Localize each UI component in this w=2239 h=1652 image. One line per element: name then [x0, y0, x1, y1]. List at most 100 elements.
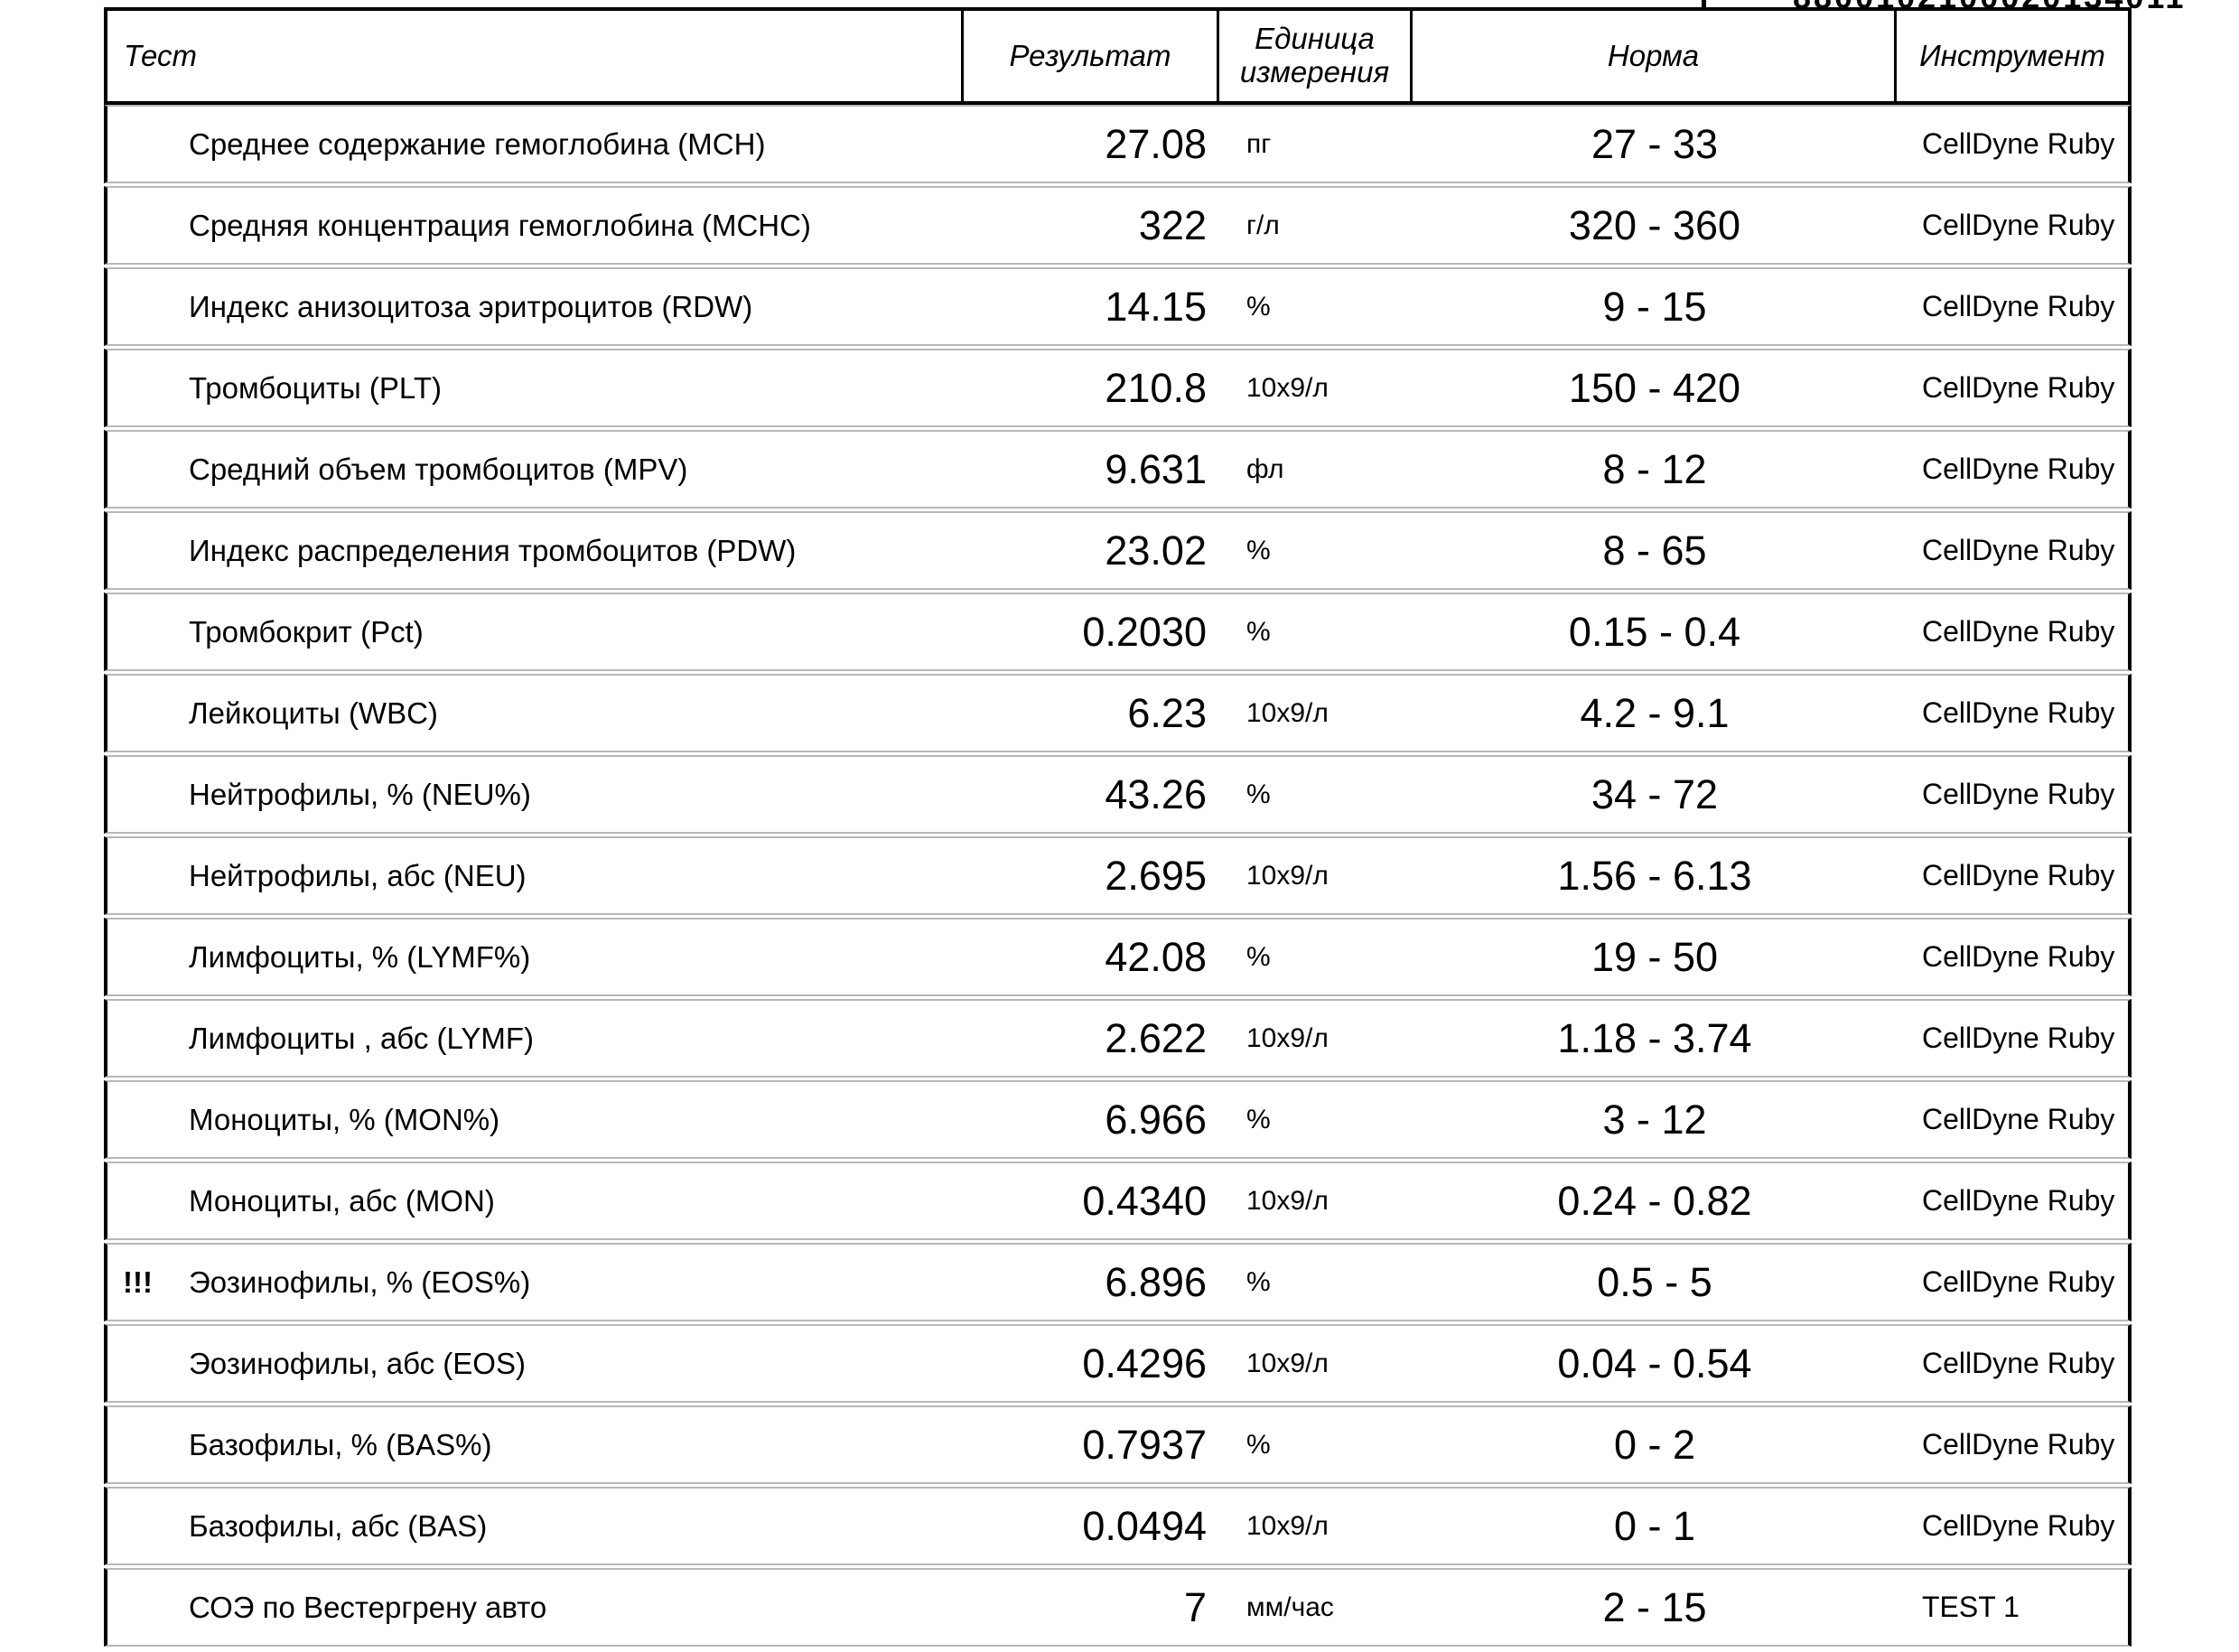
- norm-value: 4.2 - 9.1: [1580, 689, 1730, 736]
- instrument-value: CellDyne Ruby: [1922, 940, 2115, 973]
- unit-value: %: [1246, 1429, 1271, 1460]
- norm-value: 0 - 2: [1613, 1421, 1696, 1468]
- result-value: 0.4296: [1082, 1339, 1207, 1386]
- test-name: Лейкоциты (WBC): [189, 695, 438, 730]
- unit-value: фл: [1246, 453, 1284, 484]
- instrument-value: CellDyne Ruby: [1922, 615, 2115, 648]
- table-row: Нейтрофилы, абс (NEU) 2.695 10x9/л 1.56 …: [104, 836, 2132, 915]
- instrument-value: CellDyne Ruby: [1922, 1347, 2115, 1379]
- table-row: Базофилы, % (BAS%) 0.7937 % 0 - 2 CellDy…: [104, 1405, 2132, 1484]
- instrument-value: CellDyne Ruby: [1922, 290, 2115, 322]
- table-row: Лимфоциты , абс (LYMF) 2.622 10x9/л 1.18…: [104, 999, 2132, 1078]
- unit-value: %: [1246, 616, 1271, 647]
- unit-value: %: [1246, 941, 1271, 972]
- norm-value: 8 - 65: [1602, 527, 1707, 574]
- norm-value: 19 - 50: [1591, 933, 1719, 980]
- unit-value: %: [1246, 1266, 1271, 1297]
- norm-value: 9 - 15: [1602, 283, 1707, 330]
- test-name: Моноциты, % (MON%): [189, 1102, 500, 1136]
- test-cell: Базофилы, % (BAS%): [107, 1407, 964, 1482]
- instrument-value: CellDyne Ruby: [1922, 696, 2115, 729]
- column-header-test: Тест: [107, 11, 964, 101]
- table-row: Моноциты, абс (MON) 0.4340 10x9/л 0.24 -…: [104, 1162, 2132, 1240]
- unit-value: %: [1246, 1104, 1271, 1134]
- test-name: Эозинофилы, % (EOS%): [189, 1265, 531, 1299]
- result-value: 0.7937: [1082, 1421, 1207, 1468]
- test-cell: Тромбокрит (Pct): [107, 594, 964, 669]
- test-cell: !!! Эозинофилы, % (EOS%): [107, 1245, 964, 1320]
- instrument-value: CellDyne Ruby: [1922, 534, 2115, 566]
- table-row: Тромбоциты (PLT) 210.8 10x9/л 150 - 420 …: [104, 349, 2132, 427]
- test-name: Лимфоциты, % (LYMF%): [189, 939, 531, 974]
- instrument-value: CellDyne Ruby: [1922, 1022, 2115, 1054]
- result-value: 0.2030: [1082, 608, 1207, 655]
- unit-value: 10x9/л: [1246, 1185, 1329, 1216]
- norm-value: 150 - 420: [1568, 364, 1741, 411]
- instrument-value: CellDyne Ruby: [1922, 1509, 2115, 1542]
- abnormal-flag: !!!: [123, 1265, 153, 1299]
- test-cell: Индекс распределения тромбоцитов (PDW): [107, 513, 964, 588]
- test-cell: СОЭ по Вестергрену авто: [107, 1570, 964, 1645]
- column-header-norm: Норма: [1413, 11, 1897, 101]
- unit-value: 10x9/л: [1246, 1348, 1329, 1378]
- table-row: Индекс распределения тромбоцитов (PDW) 2…: [104, 511, 2132, 590]
- unit-value: 10x9/л: [1246, 1510, 1329, 1541]
- test-cell: Лимфоциты, % (LYMF%): [107, 919, 964, 994]
- result-value: 0.4340: [1082, 1177, 1207, 1224]
- table-row: Эозинофилы, абс (EOS) 0.4296 10x9/л 0.04…: [104, 1324, 2132, 1403]
- unit-value: мм/час: [1246, 1591, 1334, 1622]
- test-cell: Лимфоциты , абс (LYMF): [107, 1001, 964, 1076]
- unit-value: 10x9/л: [1246, 860, 1329, 891]
- test-cell: Тромбоциты (PLT): [107, 350, 964, 425]
- table-row: Среднее содержание гемоглобина (MCH) 27.…: [104, 105, 2132, 183]
- test-cell: Моноциты, абс (MON): [107, 1163, 964, 1238]
- norm-value: 0 - 1: [1613, 1502, 1696, 1549]
- result-value: 6.966: [1105, 1096, 1207, 1143]
- instrument-value: CellDyne Ruby: [1922, 209, 2115, 241]
- norm-value: 27 - 33: [1591, 120, 1719, 167]
- test-cell: Индекс анизоцитоза эритроцитов (RDW): [107, 269, 964, 344]
- test-name: СОЭ по Вестергрену авто: [189, 1590, 547, 1624]
- test-name: Базофилы, абс (BAS): [189, 1508, 488, 1543]
- test-cell: Средний объем тромбоцитов (MPV): [107, 432, 964, 507]
- unit-value: %: [1246, 779, 1271, 809]
- table-header-row: Тест Результат Единица измерения Норма И…: [104, 7, 2132, 105]
- norm-value: 1.18 - 3.74: [1557, 1014, 1752, 1061]
- column-header-unit: Единица измерения: [1239, 22, 1390, 89]
- test-name: Индекс распределения тромбоцитов (PDW): [189, 533, 797, 567]
- result-value: 27.08: [1105, 120, 1207, 167]
- instrument-value: CellDyne Ruby: [1922, 371, 2115, 404]
- norm-value: 8 - 12: [1602, 445, 1707, 492]
- unit-value: г/л: [1246, 210, 1280, 240]
- test-name: Эозинофилы, абс (EOS): [189, 1346, 526, 1380]
- table-row: Моноциты, % (MON%) 6.966 % 3 - 12 CellDy…: [104, 1080, 2132, 1159]
- unit-value: 10x9/л: [1246, 697, 1329, 728]
- result-value: 14.15: [1105, 283, 1207, 330]
- instrument-value: CellDyne Ruby: [1922, 778, 2115, 810]
- unit-value: 10x9/л: [1246, 1022, 1329, 1053]
- test-name: Тромбокрит (Pct): [189, 614, 424, 649]
- norm-value: 3 - 12: [1602, 1096, 1707, 1143]
- test-name: Нейтрофилы, абс (NEU): [189, 858, 527, 892]
- table-row: Тромбокрит (Pct) 0.2030 % 0.15 - 0.4 Cel…: [104, 593, 2132, 671]
- instrument-value: CellDyne Ruby: [1922, 127, 2115, 160]
- table-row: Нейтрофилы, % (NEU%) 43.26 % 34 - 72 Cel…: [104, 755, 2132, 834]
- instrument-value: CellDyne Ruby: [1922, 453, 2115, 485]
- instrument-value: CellDyne Ruby: [1922, 1265, 2115, 1298]
- test-name: Тромбоциты (PLT): [189, 370, 442, 405]
- instrument-value: TEST 1: [1922, 1591, 2020, 1623]
- norm-value: 320 - 360: [1568, 201, 1741, 248]
- unit-value: пг: [1246, 128, 1272, 159]
- unit-value: 10x9/л: [1246, 372, 1329, 403]
- test-cell: Базофилы, абс (BAS): [107, 1489, 964, 1563]
- table-row: Индекс анизоцитоза эритроцитов (RDW) 14.…: [104, 267, 2132, 346]
- test-name: Индекс анизоцитоза эритроцитов (RDW): [189, 289, 753, 323]
- norm-value: 2 - 15: [1602, 1583, 1707, 1630]
- norm-value: 0.5 - 5: [1597, 1258, 1712, 1305]
- instrument-value: CellDyne Ruby: [1922, 859, 2115, 891]
- result-value: 6.896: [1105, 1258, 1207, 1305]
- test-cell: Нейтрофилы, абс (NEU): [107, 838, 964, 913]
- test-name: Нейтрофилы, % (NEU%): [189, 777, 531, 811]
- result-value: 42.08: [1105, 933, 1207, 980]
